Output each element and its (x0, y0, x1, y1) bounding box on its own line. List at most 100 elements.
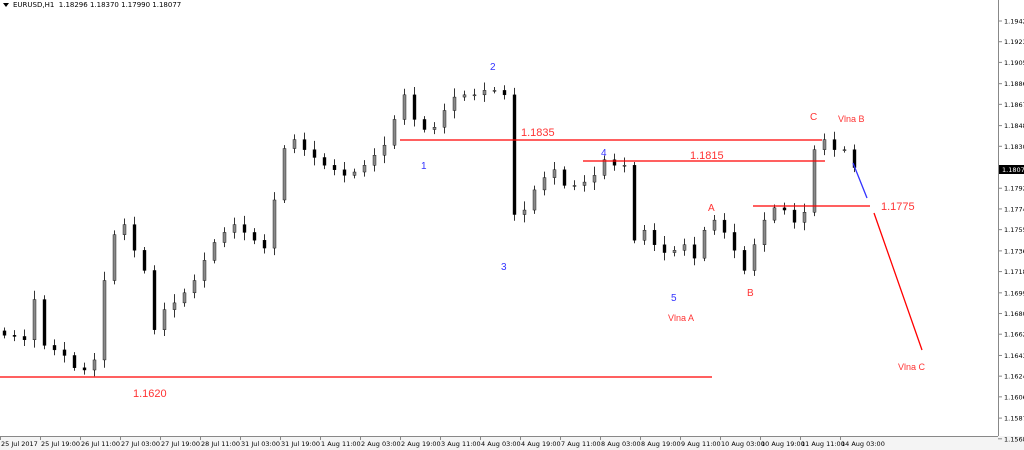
dropdown-triangle-icon[interactable] (3, 3, 9, 7)
candle-body (402, 94, 407, 120)
candle-body (642, 229, 647, 241)
x-tick-label: 4 Aug 19:00 (521, 440, 561, 448)
x-tick-label: 2 Aug 03:00 (361, 440, 401, 448)
candle-body (532, 189, 537, 211)
candle-body (722, 219, 727, 233)
candle-body (702, 229, 707, 259)
x-axis: 25 Jul 2017 25 Jul 19:00 26 Jul 11:00 27 Ju… (0, 436, 885, 448)
candle-body (742, 250, 747, 271)
candle-body (432, 127, 437, 130)
candle-body (312, 149, 317, 158)
candle-body (592, 175, 597, 183)
y-tick-label: 1.18675 (1004, 101, 1024, 109)
candle-body (832, 139, 837, 150)
y-tick-label: 1.17555 (1004, 226, 1024, 234)
level-label: 1.1815 (690, 150, 724, 162)
candle-body (452, 96, 457, 111)
y-tick-label: 1.19050 (1004, 59, 1024, 67)
x-tick-label: 4 Aug 03:00 (481, 440, 521, 448)
candle-body (572, 185, 577, 187)
candle-body (462, 94, 467, 98)
candles (2, 82, 857, 377)
projection-line-blue[interactable] (852, 162, 868, 199)
y-axis: 1.19420 1.19235 1.19050 1.18860 1.18675 1.184… (998, 18, 1024, 443)
candle-body (382, 144, 387, 156)
y-tick-label: 1.18485 (1004, 122, 1024, 130)
x-tick-label: 8 Aug 03:00 (601, 440, 641, 448)
candle-body (752, 244, 757, 271)
y-tick-label: 1.18860 (1004, 80, 1024, 88)
candle-body (62, 349, 67, 356)
candle-body (652, 229, 657, 245)
candle-body (692, 244, 697, 259)
candle-body (232, 224, 237, 233)
wave-label: A (708, 203, 715, 214)
x-tick-label: 3 Aug 11:00 (441, 440, 481, 448)
candle-body (142, 250, 147, 271)
current-price-label: 1.18077 (1002, 166, 1024, 174)
candle-body (422, 119, 427, 130)
candle-body (292, 139, 297, 149)
candle-body (842, 149, 847, 151)
candle-body (342, 169, 347, 176)
wave-label: C (810, 112, 817, 123)
candle-body (72, 355, 77, 368)
x-tick-label: 9 Aug 11:00 (681, 440, 721, 448)
candle-body (272, 199, 277, 249)
candle-body (262, 240, 267, 249)
wave-label: B (747, 288, 754, 299)
candle-body (472, 94, 477, 97)
candle-body (512, 94, 517, 215)
candle-body (22, 336, 27, 341)
x-tick-label: 28 Jul 11:00 (201, 440, 240, 448)
candle-body (782, 207, 787, 211)
candle-body (132, 224, 137, 251)
wave-label: 1 (421, 161, 427, 172)
candle-body (712, 219, 717, 231)
y-tick-label: 1.17925 (1004, 185, 1024, 193)
y-tick-label: 1.15685 (1004, 435, 1024, 443)
candle-body (372, 155, 377, 166)
candle-body (92, 359, 97, 371)
candle-body (492, 90, 497, 92)
candle-body (672, 250, 677, 253)
x-tick-label: 11 Aug 11:00 (801, 440, 845, 448)
wave-label: 2 (490, 62, 496, 73)
candle-body (222, 232, 227, 243)
y-tick-label: 1.16990 (1004, 289, 1024, 297)
candle-body (282, 148, 287, 201)
y-tick-label: 1.15870 (1004, 415, 1024, 423)
candle-body (732, 232, 737, 251)
candle-body (212, 242, 217, 261)
candle-body (42, 299, 47, 346)
candle-body (522, 209, 527, 215)
x-tick-label: 26 Jul 11:00 (81, 440, 120, 448)
y-tick-label: 1.17180 (1004, 268, 1024, 276)
candle-body (82, 367, 87, 371)
candle-body (192, 280, 197, 294)
y-tick-label: 1.17365 (1004, 247, 1024, 255)
x-tick-label: 10 Aug 03:00 (721, 440, 765, 448)
y-tick-label: 1.17740 (1004, 205, 1024, 213)
candle-body (632, 165, 637, 241)
candle-body (802, 212, 807, 223)
projection-line-red[interactable] (873, 212, 923, 351)
x-tick-label: 10 Aug 19:00 (761, 440, 805, 448)
candle-body (552, 169, 557, 178)
candle-body (602, 159, 607, 176)
candle-body (762, 219, 767, 245)
y-tick-label: 1.16060 (1004, 393, 1024, 401)
x-tick-label: 31 Jul 19:00 (281, 440, 320, 448)
candle-body (582, 181, 587, 186)
candle-body (682, 244, 687, 251)
candle-body (622, 165, 627, 167)
wave-label: 3 (501, 262, 507, 273)
ohlc-readout: 1.18296 1.18370 1.17990 1.18077 (58, 1, 182, 9)
candle-body (202, 260, 207, 281)
x-tick-label: 8 Aug 19:00 (641, 440, 681, 448)
candle-body (662, 244, 667, 253)
candle-body (502, 90, 507, 96)
candle-body (322, 157, 327, 166)
candle-body (302, 139, 307, 150)
